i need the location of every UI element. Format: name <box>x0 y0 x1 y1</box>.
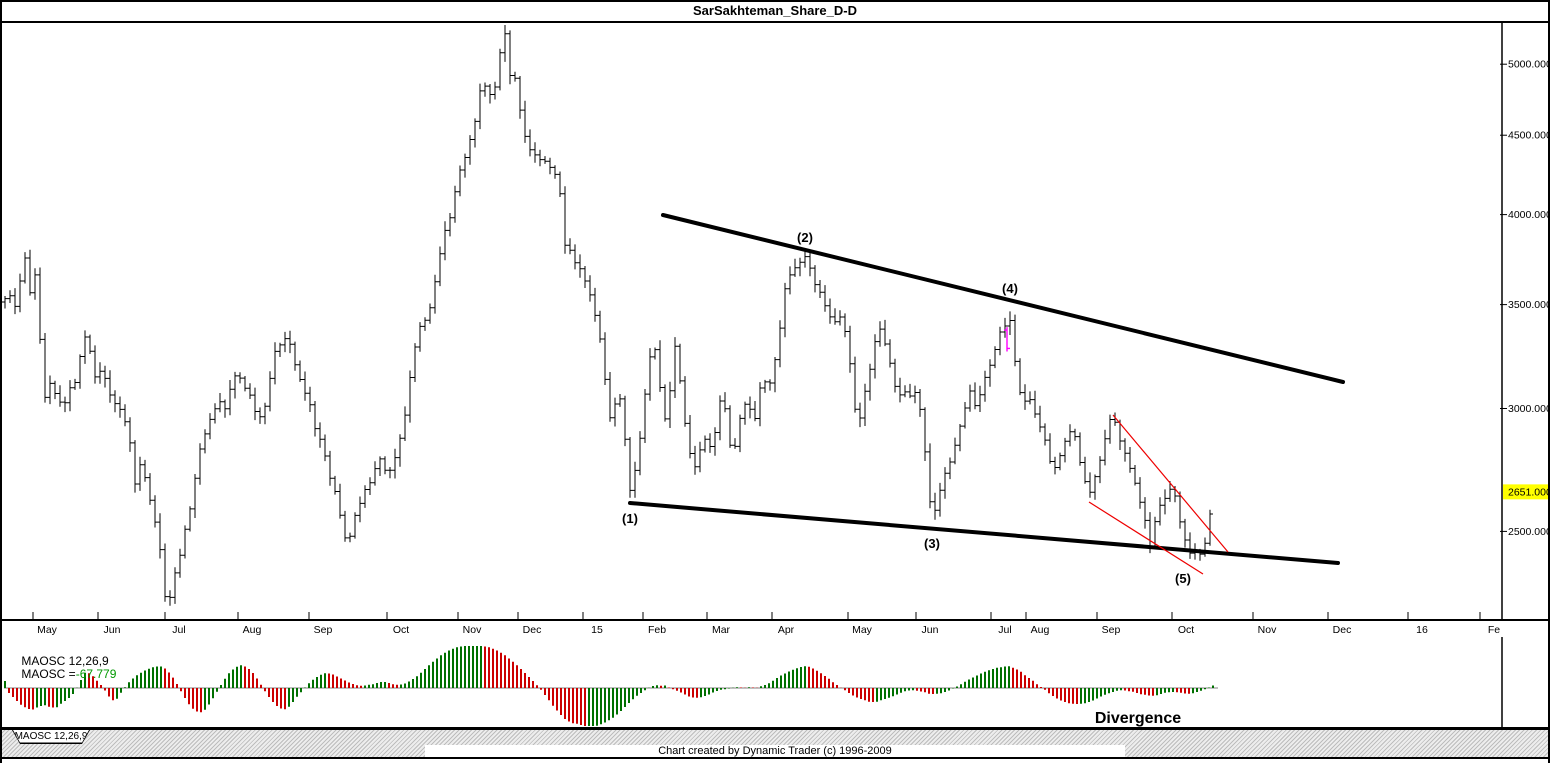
date-tick-label: Jun <box>104 624 121 636</box>
date-tick-label: May <box>852 624 873 636</box>
date-tick-label: Nov <box>463 624 482 636</box>
chart-title: SarSakhteman_Share_D-D <box>692 3 858 18</box>
date-tick-label: Mar <box>712 624 731 636</box>
current-price-tag <box>1503 484 1550 500</box>
oscillator-value: -67.779 <box>75 667 117 681</box>
date-tick-label: Sep <box>1102 624 1121 636</box>
channel-line <box>1112 414 1229 553</box>
price-bars <box>2 25 1213 606</box>
date-tick-label: Dec <box>1333 624 1352 636</box>
date-tick-label: Apr <box>778 624 795 636</box>
date-tick-label: Jul <box>998 624 1011 636</box>
wave-label: (1) <box>622 511 638 526</box>
price-tick-label: 3500.0000 <box>1508 299 1550 311</box>
date-tick-label: Oct <box>1178 624 1194 636</box>
date-tick-label: Feb <box>648 624 666 636</box>
date-tick-label: Aug <box>1031 624 1050 636</box>
wave-label: (3) <box>924 536 940 551</box>
date-tick-label: Jul <box>172 624 185 636</box>
date-tick-label: Sep <box>314 624 333 636</box>
axes: 5000.0000 4500.0000 4000.0000 3500.0000 3000… <box>0 23 1550 730</box>
price-tick-label: 3000.0000 <box>1508 403 1550 415</box>
oscillator-panel-bottom-border <box>0 727 1550 730</box>
date-tick-label: Oct <box>393 624 409 636</box>
current-price-label: 2651.0000 <box>1508 486 1550 498</box>
trendline <box>661 213 1345 384</box>
footer-credit: Chart created by Dynamic Trader (c) 1996… <box>425 745 1125 758</box>
date-tick-label: Nov <box>1258 624 1277 636</box>
date-tick-label: Fe <box>1488 624 1500 636</box>
oscillator-histogram <box>4 646 1218 726</box>
chart-title-bar: SarSakhteman_Share_D-D <box>0 0 1550 23</box>
signal-bar <box>1004 327 1010 352</box>
price-tick-label: 2500.0000 <box>1508 526 1550 538</box>
oscillator-value-prefix: MAOSC = <box>21 667 76 681</box>
window-left-border <box>0 0 2 763</box>
date-tick-label: 16 <box>1416 624 1428 636</box>
trendline <box>628 501 1340 565</box>
oscillator-name: MAOSC 12,26,9 <box>21 654 109 668</box>
oscillator-value-label: MAOSC =-67.779 <box>8 653 116 695</box>
oscillator-name-label: MAOSC 12,26,9 <box>8 640 109 682</box>
page-tab-maosc[interactable]: MAOSC 12,26,9 <box>14 731 88 742</box>
wave-label: (4) <box>1002 281 1018 296</box>
bottom-border <box>0 757 1550 759</box>
wave-label: (2) <box>797 230 813 245</box>
wave-label: (5) <box>1175 571 1191 586</box>
date-tick-label: Jun <box>922 624 939 636</box>
date-tick-label: May <box>37 624 58 636</box>
divergence-annotation: Divergence <box>1094 710 1182 727</box>
window-right-border <box>1548 0 1550 763</box>
date-tick-label: Dec <box>523 624 542 636</box>
price-tick-label: 5000.0000 <box>1508 59 1550 71</box>
channel-line <box>1088 501 1204 575</box>
date-tick-label: 15 <box>591 624 603 636</box>
price-tick-label: 4000.0000 <box>1508 209 1550 221</box>
price-tick-label: 4500.0000 <box>1508 130 1550 142</box>
date-tick-label: Aug <box>243 624 262 636</box>
